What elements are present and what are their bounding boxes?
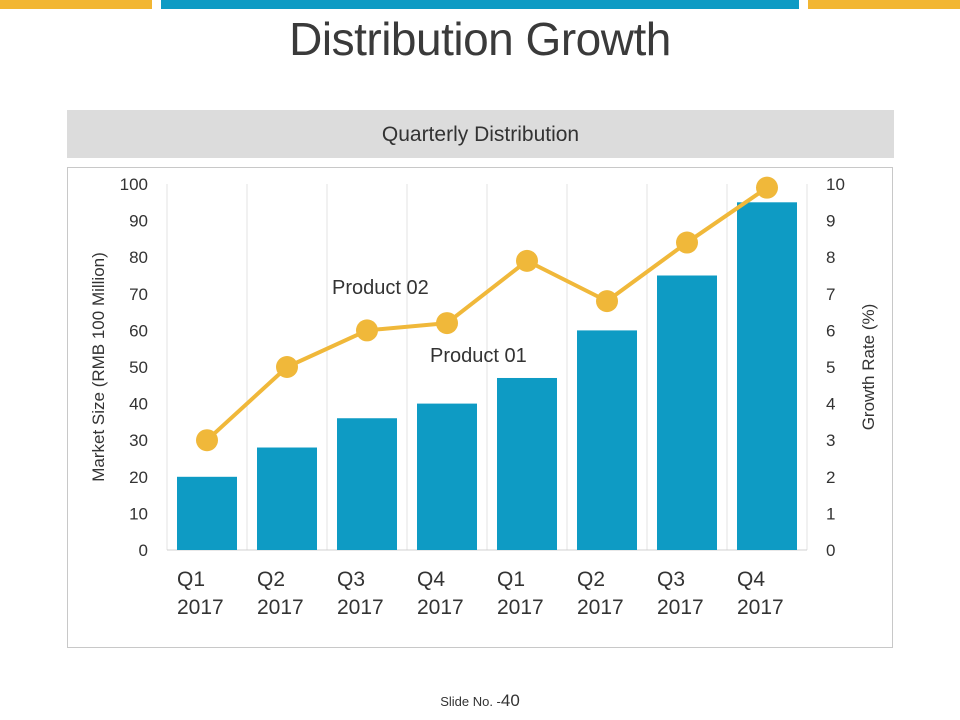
x-axis-tick-label-quarter: Q2 xyxy=(257,568,285,591)
slide-number-label: Slide No. - xyxy=(440,694,501,709)
bar-product-01 xyxy=(737,202,797,551)
bar-product-01 xyxy=(577,330,637,550)
point-product-02 xyxy=(676,231,698,254)
x-axis-tick-label-quarter: Q4 xyxy=(737,568,765,591)
x-axis-tick-label-year: 2017 xyxy=(177,596,224,619)
y2-axis-tick-label: 10 xyxy=(826,175,845,194)
bar-product-01 xyxy=(177,476,237,550)
y-axis-tick-label: 10 xyxy=(129,504,148,523)
annotation-product-02: Product 02 xyxy=(332,277,429,299)
point-product-02 xyxy=(756,176,778,199)
point-product-02 xyxy=(276,356,298,378)
x-axis-tick-label-quarter: Q3 xyxy=(657,568,685,591)
y-axis-tick-label: 20 xyxy=(129,468,148,487)
y-axis-tick-label: 60 xyxy=(129,321,148,340)
top-accent-bar-left xyxy=(0,0,152,9)
x-axis-tick-label-year: 2017 xyxy=(257,596,304,619)
chart: 0 10 20 30 40 50 60 70 80 90 100 0 1 2 3 4 5 6 7 8 9 10 Market… xyxy=(89,175,878,619)
point-product-02 xyxy=(436,312,458,335)
top-accent-bar-center xyxy=(161,0,799,9)
x-axis-tick-label-quarter: Q3 xyxy=(337,568,365,591)
y-axis-tick-label: 80 xyxy=(129,248,148,267)
x-axis-tick-label-year: 2017 xyxy=(657,596,704,619)
top-accent-bar-right xyxy=(808,0,960,9)
y-axis-tick-label: 40 xyxy=(129,395,148,414)
page-title: Distribution Growth xyxy=(289,13,671,65)
y-axis-tick-label: 100 xyxy=(120,175,148,194)
y2-axis-tick-label: 9 xyxy=(826,212,835,231)
bar-product-01 xyxy=(497,377,557,550)
x-axis-tick-label-quarter: Q4 xyxy=(417,568,445,591)
annotation-product-01: Product 01 xyxy=(430,345,527,367)
y2-axis-tick-label: 6 xyxy=(826,321,835,340)
x-axis-tick-label-quarter: Q1 xyxy=(497,568,525,591)
y-axis-tick-label: 70 xyxy=(129,285,148,304)
y2-axis-tick-label: 8 xyxy=(826,248,835,267)
point-product-02 xyxy=(596,290,618,313)
x-axis-tick-label-year: 2017 xyxy=(737,596,784,619)
bar-product-01 xyxy=(257,447,317,550)
bar-product-01 xyxy=(337,418,397,550)
y-axis-title: Market Size (RMB 100 Million) xyxy=(89,252,108,482)
y2-axis-tick-label: 1 xyxy=(826,504,835,523)
x-axis-tick-label-quarter: Q1 xyxy=(177,568,205,591)
chart-header-band: Quarterly Distribution xyxy=(67,110,894,158)
y-axis-tick-label: 90 xyxy=(129,212,148,231)
x-axis-tick-label-year: 2017 xyxy=(417,596,464,619)
y2-axis-title: Growth Rate (%) xyxy=(859,304,878,431)
x-axis-tick-label-quarter: Q2 xyxy=(577,568,605,591)
y-axis-tick-label: 0 xyxy=(139,541,148,560)
y2-axis-tick-label: 5 xyxy=(826,358,835,377)
x-axis-tick-label-year: 2017 xyxy=(577,596,624,619)
y2-axis-tick-label: 0 xyxy=(826,541,835,560)
point-product-02 xyxy=(516,249,538,272)
line-product-02 xyxy=(205,186,769,442)
y2-axis-tick-label: 3 xyxy=(826,431,835,450)
point-product-02 xyxy=(196,429,218,452)
bar-product-01 xyxy=(417,403,477,550)
point-product-02 xyxy=(356,319,378,342)
y2-axis-tick-label: 2 xyxy=(826,468,835,487)
y2-axis-tick-label: 4 xyxy=(826,395,835,414)
slide-number-value: 40 xyxy=(500,691,520,710)
y2-axis-tick-label: 7 xyxy=(826,285,835,304)
slide-number: Slide No. -40 xyxy=(0,691,960,711)
y-axis-tick-label: 30 xyxy=(129,431,148,450)
x-axis-tick-label-year: 2017 xyxy=(337,596,384,619)
chart-frame: 0 10 20 30 40 50 60 70 80 90 100 0 1 2 3 4 5 6 7 8 9 10 Market… xyxy=(67,167,893,648)
bar-product-01 xyxy=(657,275,717,550)
x-axis-tick-label-year: 2017 xyxy=(497,596,544,619)
y-axis-tick-label: 50 xyxy=(129,358,148,377)
